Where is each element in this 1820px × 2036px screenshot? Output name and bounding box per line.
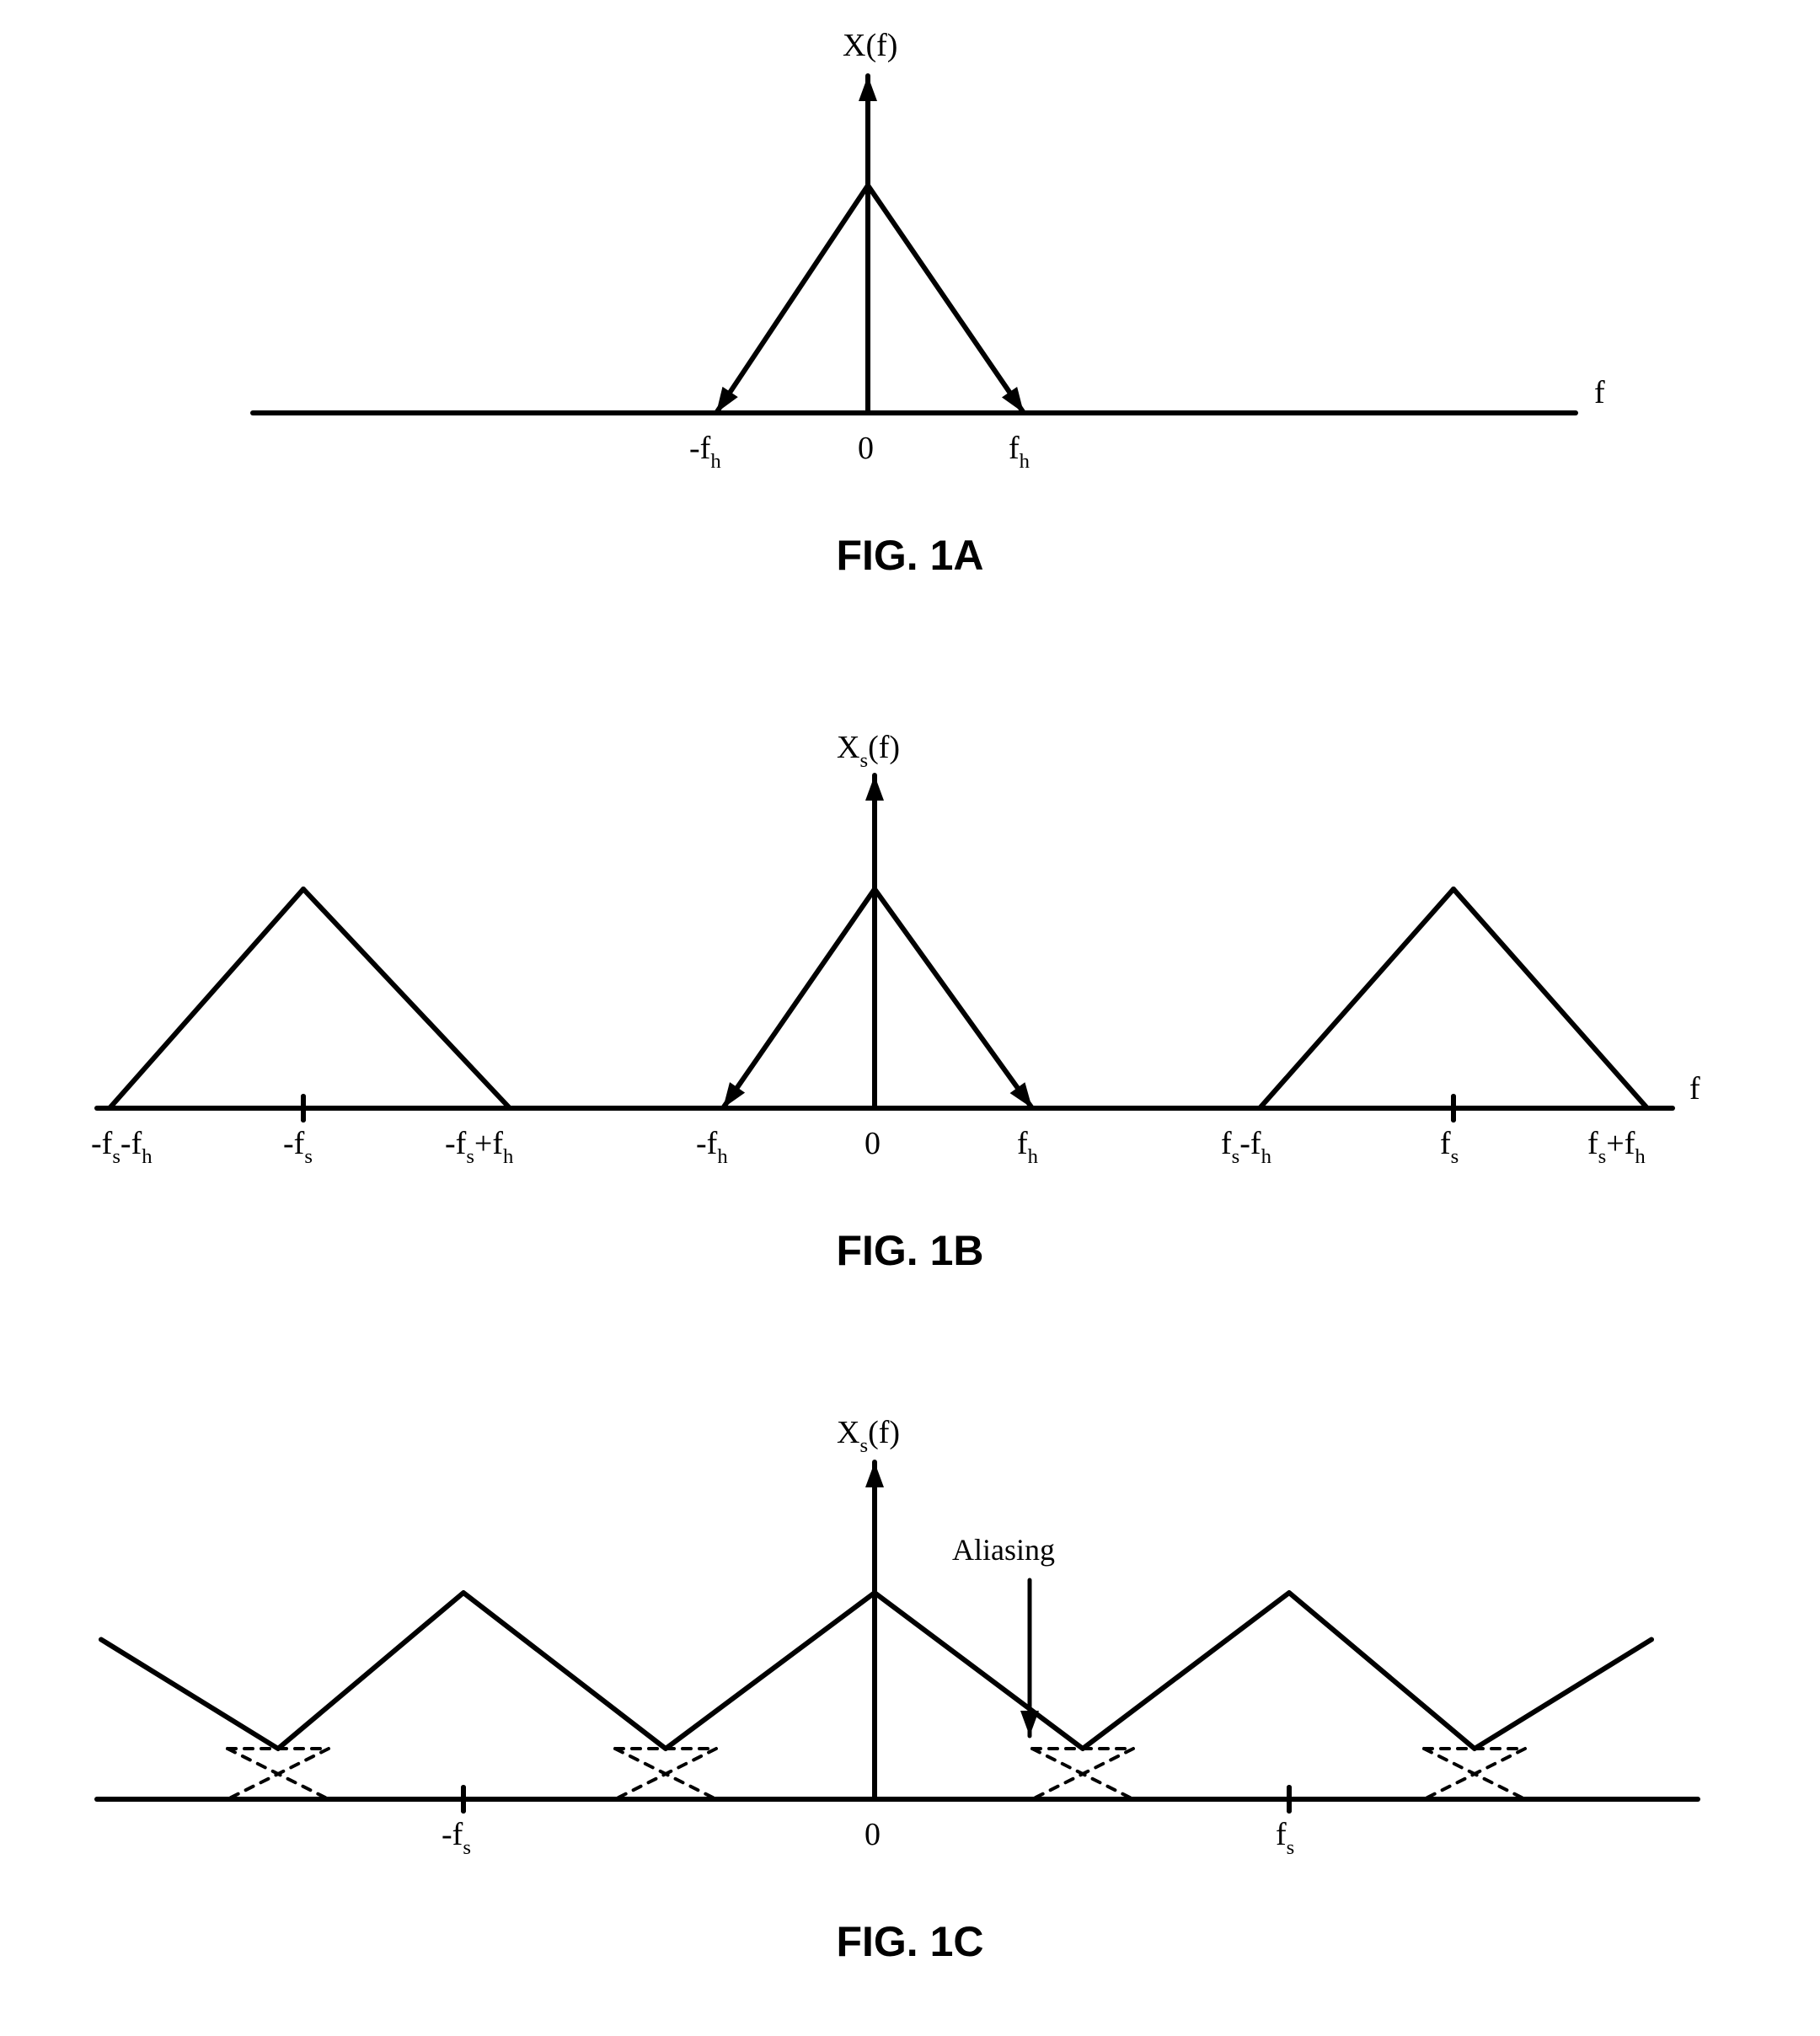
tick-label: fs-fh (1221, 1125, 1271, 1167)
tick-label: fs (1276, 1816, 1294, 1858)
tick-label: fh (1009, 430, 1030, 472)
figB-caption: FIG. 1B (0, 1226, 1820, 1275)
figA-x-axis-label: f (1594, 374, 1605, 411)
figA-y-axis-label: X(f) (843, 27, 897, 64)
figC-caption: FIG. 1C (0, 1917, 1820, 1966)
tick-label: fs+fh (1587, 1125, 1646, 1167)
figA-caption: FIG. 1A (0, 531, 1820, 580)
tick-label: 0 (864, 1125, 881, 1162)
figC-y-axis-label: Xs(f) (837, 1414, 900, 1456)
tick-label: -fs (283, 1125, 313, 1167)
tick-label: -fs-fh (91, 1125, 153, 1167)
tick-label: 0 (864, 1816, 881, 1853)
tick-label: fs (1440, 1125, 1459, 1167)
figB-x-axis-label: f (1689, 1070, 1700, 1107)
figure-canvas (0, 0, 1820, 2036)
figB-y-axis-label: Xs(f) (837, 729, 900, 771)
tick-label: 0 (858, 430, 874, 467)
figC-aliasing-annotation: Aliasing (952, 1532, 1055, 1567)
tick-label: -fs (442, 1816, 471, 1858)
tick-label: -fs+fh (445, 1125, 513, 1167)
tick-label: -fh (689, 430, 721, 472)
tick-label: -fh (696, 1125, 728, 1167)
tick-label: fh (1017, 1125, 1038, 1167)
